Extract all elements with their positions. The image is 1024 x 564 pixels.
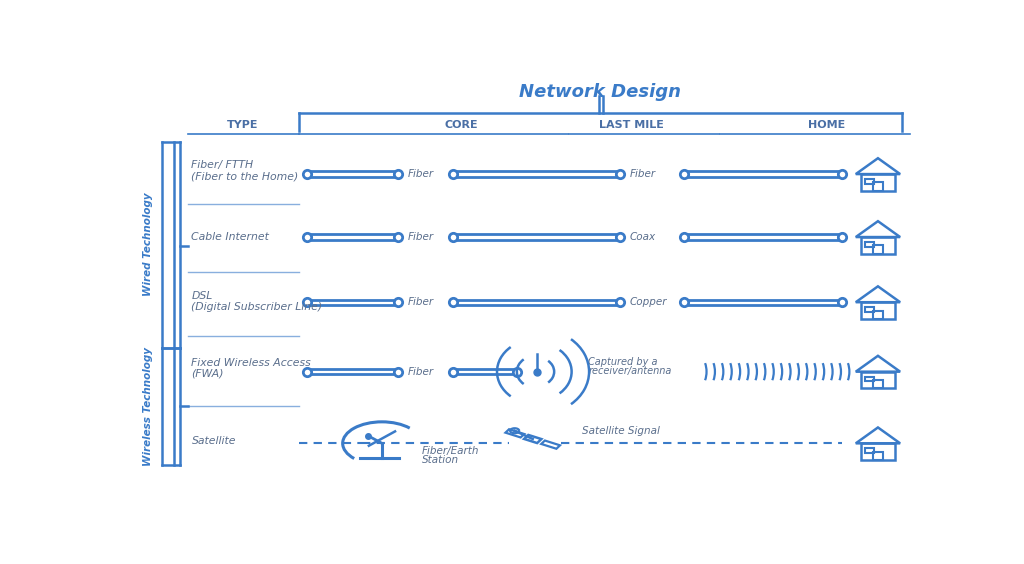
Bar bbox=[873, 452, 883, 460]
Text: TYPE: TYPE bbox=[227, 120, 259, 130]
Text: Satellite Signal: Satellite Signal bbox=[582, 426, 659, 436]
Text: Fiber: Fiber bbox=[630, 169, 655, 179]
Text: Wireless Technology: Wireless Technology bbox=[142, 347, 153, 466]
Bar bbox=[865, 377, 873, 381]
Text: Fiber: Fiber bbox=[408, 232, 433, 242]
Text: Wired Technology: Wired Technology bbox=[142, 193, 153, 297]
Bar bbox=[873, 380, 883, 389]
Bar bbox=[873, 183, 883, 191]
Bar bbox=[873, 311, 883, 319]
Text: Copper: Copper bbox=[630, 297, 667, 307]
Text: Network Design: Network Design bbox=[519, 83, 681, 101]
Text: Coax: Coax bbox=[630, 232, 655, 242]
Bar bbox=[861, 372, 895, 389]
Text: Fixed Wireless Access: Fixed Wireless Access bbox=[191, 358, 311, 368]
Bar bbox=[861, 174, 895, 191]
Text: Station: Station bbox=[422, 455, 459, 465]
Bar bbox=[865, 448, 873, 453]
Bar bbox=[861, 443, 895, 460]
Bar bbox=[861, 237, 895, 254]
Text: receiver/antenna: receiver/antenna bbox=[588, 366, 672, 376]
Text: Fiber: Fiber bbox=[408, 297, 433, 307]
Text: Fiber: Fiber bbox=[408, 367, 433, 377]
Text: (Fiber to the Home): (Fiber to the Home) bbox=[191, 171, 299, 181]
Bar bbox=[861, 302, 895, 319]
Text: Fiber/Earth: Fiber/Earth bbox=[422, 446, 479, 456]
Bar bbox=[865, 242, 873, 247]
Text: Cable Internet: Cable Internet bbox=[191, 232, 269, 242]
Text: DSL: DSL bbox=[191, 290, 213, 301]
Text: Fiber/ FTTH: Fiber/ FTTH bbox=[191, 160, 254, 170]
Bar bbox=[865, 307, 873, 312]
Bar bbox=[873, 245, 883, 254]
Text: (FWA): (FWA) bbox=[191, 369, 224, 379]
Text: CORE: CORE bbox=[444, 120, 478, 130]
Text: Fiber: Fiber bbox=[408, 169, 433, 179]
Text: (Digital Subscriber Line): (Digital Subscriber Line) bbox=[191, 302, 323, 311]
Text: LAST MILE: LAST MILE bbox=[599, 120, 665, 130]
Bar bbox=[865, 179, 873, 184]
Text: Satellite: Satellite bbox=[191, 436, 236, 446]
Text: Captured by a: Captured by a bbox=[588, 357, 657, 367]
Text: HOME: HOME bbox=[808, 120, 845, 130]
